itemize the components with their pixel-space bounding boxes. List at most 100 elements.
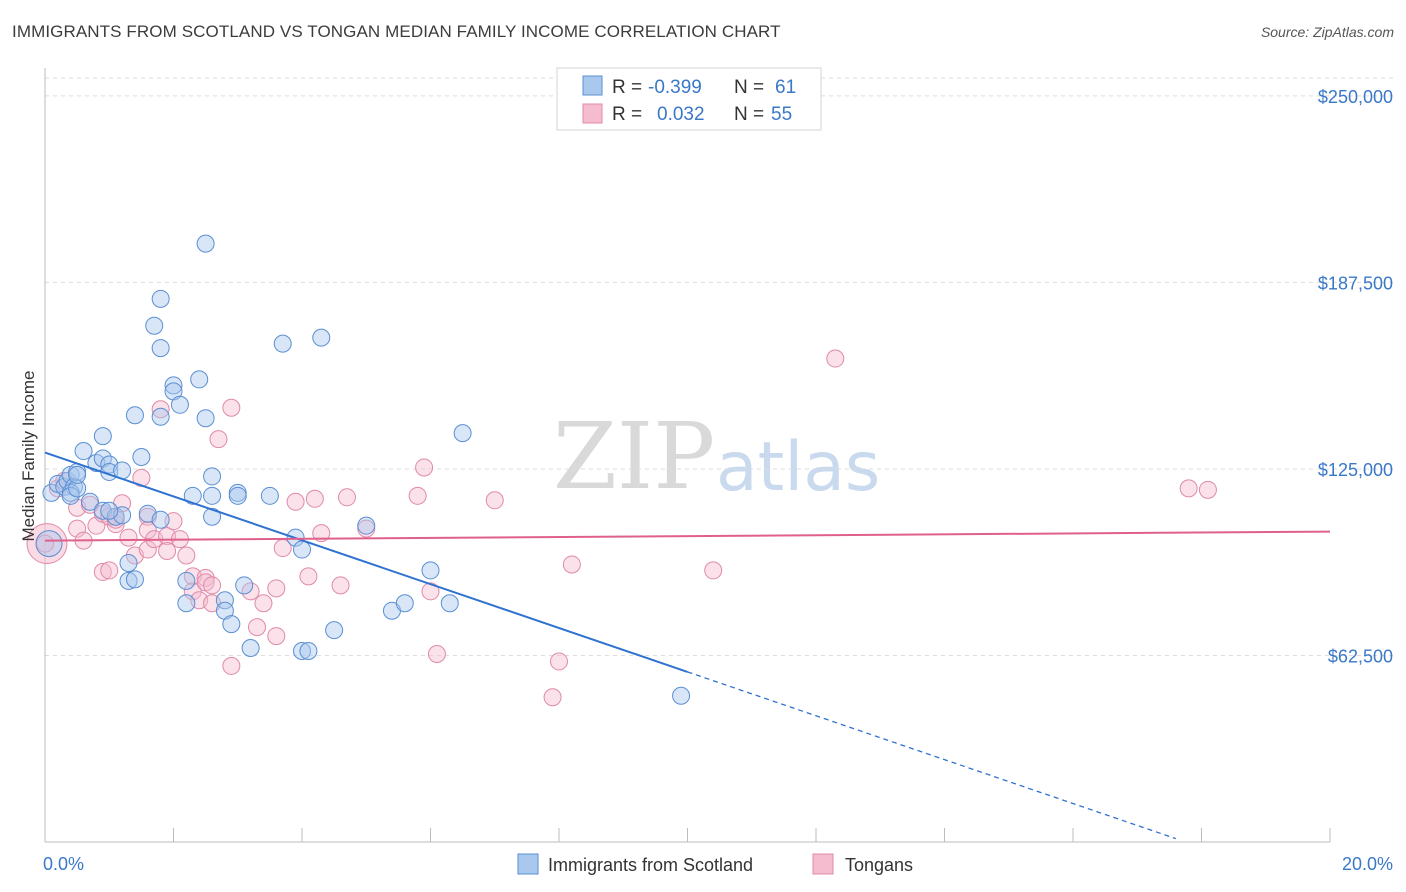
y-axis-label: Median Family Income [19, 370, 38, 541]
scotland-point [80, 492, 99, 511]
scotland-point [273, 334, 292, 353]
x-tick-labels: 0.0% 20.0% [43, 854, 1393, 874]
tongans-point [562, 555, 581, 574]
tongans-point [312, 524, 331, 543]
scotland-point [151, 407, 170, 426]
watermark-atlas: atlas [716, 428, 880, 507]
scotland-trend-extension [687, 671, 1177, 840]
tongans-point [119, 528, 138, 547]
x-tick-label-max: 20.0% [1342, 854, 1393, 874]
scotland-point-large [35, 530, 63, 558]
tongans-point [138, 521, 157, 540]
tongans-trend-line [44, 530, 1331, 542]
watermark-zip: ZIP [553, 403, 715, 510]
scotland-points [35, 234, 691, 705]
scotland-point [312, 328, 331, 347]
y-tick-labels: $62,500 $125,000 $187,500 $250,000 [1318, 87, 1393, 667]
tongans-point [209, 430, 228, 449]
scotland-point [100, 501, 119, 520]
scotland-point [241, 639, 260, 658]
bottom-legend-label-scotland: Immigrants from Scotland [548, 855, 753, 875]
bottom-legend-swatch-scotland [517, 853, 539, 875]
scotland-point [125, 406, 144, 425]
scotland-point [357, 516, 376, 535]
scotland-point [293, 642, 311, 660]
legend-n-value-2: 55 [771, 104, 792, 125]
trend-lines [44, 451, 1331, 840]
bottom-legend: Immigrants from Scotland Tongans [517, 853, 913, 875]
scotland-point [235, 576, 254, 595]
tongans-point [331, 576, 350, 595]
legend-n-label-2: N = [734, 104, 764, 125]
scotland-point [68, 479, 87, 498]
tongans-point [222, 398, 241, 417]
scotland-point [61, 486, 80, 505]
scotland-point [222, 615, 241, 634]
scotland-point [293, 540, 311, 559]
scotland-point [125, 570, 144, 589]
scotland-point [93, 427, 112, 446]
scotland-point [164, 376, 183, 395]
scotland-point [453, 424, 472, 443]
scotland-point [421, 561, 440, 580]
bottom-legend-swatch-tongans [812, 853, 834, 875]
scotland-point [119, 553, 138, 572]
scotland-point [215, 591, 234, 610]
tongans-point [267, 627, 286, 646]
tongans-point [267, 579, 286, 598]
y-tick-label: $125,000 [1318, 460, 1393, 480]
tongans-point [222, 656, 241, 675]
tongans-point [485, 491, 504, 510]
tongans-point [100, 561, 119, 580]
scotland-point [151, 289, 170, 308]
tongans-point [183, 582, 202, 601]
scotland-point [672, 686, 691, 705]
tongans-point [93, 562, 112, 581]
y-tick-label: $187,500 [1318, 273, 1393, 293]
scotland-point [325, 621, 344, 640]
scotland-point [145, 316, 164, 335]
legend-r-label-1: R = [612, 77, 642, 98]
legend-r-label-2: R = [612, 104, 642, 125]
tongans-point [248, 618, 267, 637]
scotland-point [440, 594, 459, 613]
axes [44, 68, 1331, 843]
tongans-point [421, 582, 440, 601]
tongans-point [254, 594, 273, 613]
tongans-point [415, 458, 434, 477]
bottom-legend-label-tongans: Tongans [845, 855, 913, 875]
scotland-point [68, 465, 87, 484]
tongans-point [177, 546, 196, 565]
source-attribution: Source: ZipAtlas.com [1260, 24, 1394, 40]
tongans-point [299, 567, 318, 586]
legend-n-value-1: 61 [775, 77, 796, 98]
scotland-point [74, 442, 93, 461]
tongans-point [68, 519, 87, 538]
tongans-point [550, 652, 568, 671]
tongans-point [543, 688, 562, 707]
scotland-point [299, 642, 318, 660]
tongans-point [203, 576, 222, 595]
scotland-point [203, 507, 222, 526]
tongans-point [337, 488, 356, 507]
scotland-point [132, 448, 151, 467]
tongans-point [704, 561, 723, 580]
tongans-point [87, 516, 106, 535]
legend-r-value-1: -0.399 [648, 77, 702, 98]
tongans-point [196, 568, 215, 587]
scotland-point [196, 409, 215, 428]
scotland-point [228, 486, 247, 505]
scotland-point [151, 510, 170, 529]
tongans-point [151, 400, 170, 419]
tongans-point [427, 644, 446, 663]
tongans-point [158, 542, 177, 561]
legend-r-value-2: 0.032 [657, 104, 705, 125]
tongans-point [305, 489, 324, 508]
scotland-point [183, 486, 202, 505]
tongans-point [164, 512, 183, 531]
scotland-point [170, 395, 189, 414]
scotland-point [203, 467, 222, 486]
scotland-point [151, 339, 170, 358]
top-legend: R = -0.399 N = 61 R = 0.032 N = 55 [556, 67, 822, 131]
